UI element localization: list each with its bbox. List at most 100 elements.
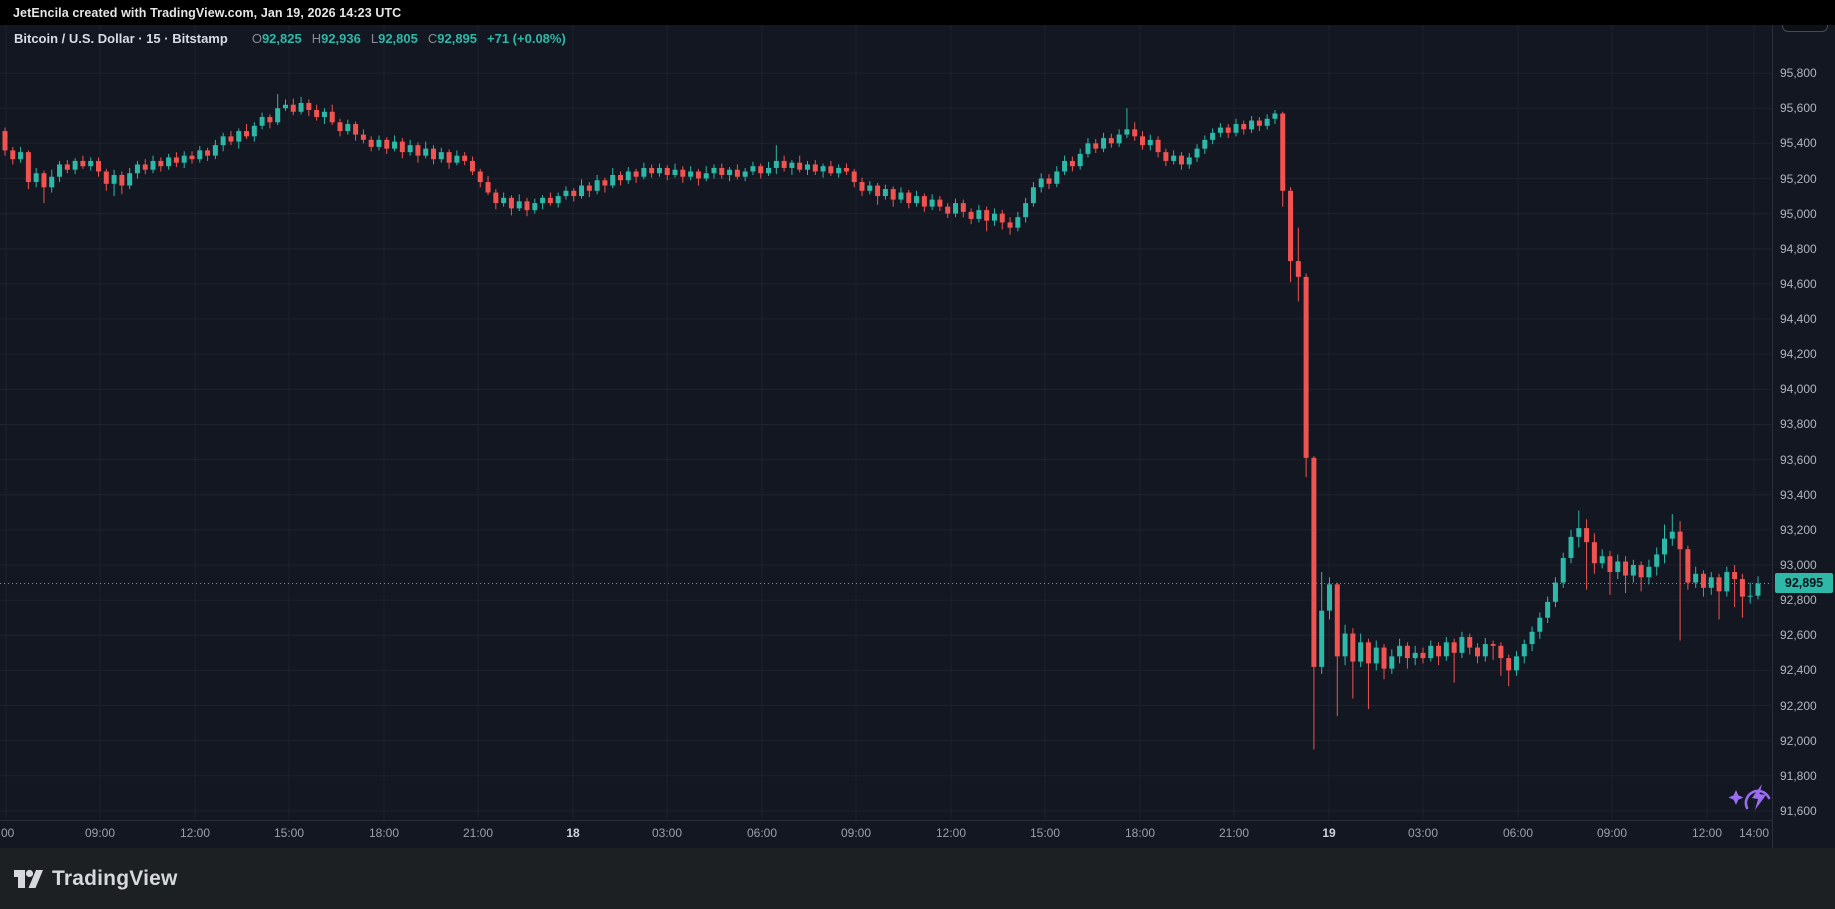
candle-body: [1467, 637, 1473, 648]
candle-body: [1358, 642, 1364, 662]
price-tick-label: 92,800: [1780, 593, 1817, 608]
price-tick-label: 93,800: [1780, 417, 1817, 432]
price-tick-label: 93,400: [1780, 487, 1817, 502]
candle-body: [649, 167, 655, 174]
chart-pane[interactable]: [0, 25, 1772, 820]
candle-body: [197, 150, 203, 160]
candle-body: [462, 155, 468, 161]
candle-body: [890, 189, 896, 200]
candle-body: [1225, 127, 1231, 133]
candle-body: [508, 197, 514, 209]
candle-body: [914, 196, 920, 204]
candle-body: [501, 197, 507, 204]
candle-body: [282, 104, 288, 109]
candle-body: [1716, 577, 1722, 592]
candle-body: [1615, 561, 1621, 573]
candle-body: [212, 145, 218, 156]
time-tick-label: 21:00: [462, 826, 494, 840]
candle-body: [376, 139, 382, 147]
tradingview-logo-icon: [13, 866, 43, 892]
candle-body: [181, 155, 187, 163]
candle-body: [1147, 139, 1153, 146]
candle-body: [399, 141, 405, 153]
candle-body: [1623, 561, 1629, 576]
candle-body: [1537, 617, 1543, 632]
candle-body: [984, 210, 990, 221]
candle-body: [134, 164, 140, 174]
candle-body: [1428, 645, 1434, 659]
candle-body: [1178, 155, 1184, 165]
watermark-text: JetEncila created with TradingView.com, …: [13, 5, 402, 20]
candle-body: [875, 185, 881, 197]
candle-body: [1420, 652, 1426, 659]
candle-body: [10, 150, 16, 160]
candle-body: [734, 169, 740, 177]
candle-body: [415, 145, 421, 156]
candle-body: [1062, 160, 1068, 172]
candle-body: [664, 167, 670, 175]
candle-body: [1545, 601, 1551, 618]
candle-body: [1303, 276, 1309, 458]
last-price-badge: 92,895: [1775, 573, 1833, 594]
price-tick-label: 92,200: [1780, 698, 1817, 713]
candle-body: [111, 174, 117, 184]
candle-body: [446, 152, 452, 163]
candle-body: [259, 117, 265, 126]
time-tick-label: 03:00: [1407, 826, 1439, 840]
price-tick-label: 91,600: [1780, 803, 1817, 818]
candle-body: [1217, 127, 1223, 133]
candle-body: [1350, 633, 1356, 662]
candle-body: [127, 173, 133, 186]
candle-body: [929, 199, 935, 207]
candle-body: [820, 166, 826, 172]
candle-body: [1163, 152, 1169, 161]
candle-body: [1085, 143, 1091, 154]
candle-body: [1365, 642, 1371, 664]
candle-body: [898, 192, 904, 200]
price-axis[interactable]: 92,895 95,800 95,600 95,400 95,200 95,000 94,…: [1772, 25, 1835, 848]
candle-body: [1708, 577, 1714, 588]
candle-body: [454, 155, 460, 163]
candle-body: [1506, 658, 1512, 671]
candle-body: [1521, 644, 1527, 657]
candle-body: [960, 203, 966, 212]
candle-body: [1202, 139, 1208, 149]
candle-body: [859, 182, 865, 191]
candle-body: [812, 164, 818, 172]
candle-body: [680, 169, 686, 177]
candle-body: [1475, 647, 1481, 657]
price-tick-label: 95,000: [1780, 206, 1817, 221]
candle-body: [158, 160, 164, 167]
candle-body: [524, 201, 530, 211]
candle-body: [617, 174, 623, 181]
candle-body: [843, 167, 849, 172]
candle-body: [1132, 129, 1138, 137]
price-tick-label: 95,200: [1780, 171, 1817, 186]
candle-body: [80, 160, 86, 167]
candle-body: [1490, 644, 1496, 646]
boost-flash-icon: [1728, 784, 1771, 810]
candle-body: [1280, 113, 1286, 191]
candle-body: [290, 104, 296, 112]
candle-body: [1077, 153, 1083, 167]
candle-body: [189, 155, 195, 160]
price-tick-label: 92,000: [1780, 733, 1817, 748]
candle-body: [1326, 584, 1332, 611]
candle-body: [1342, 633, 1348, 657]
candle-body: [95, 160, 101, 172]
candle-body: [275, 108, 281, 123]
candle-body: [1436, 645, 1442, 657]
candle-body: [1389, 656, 1395, 669]
candle-body: [469, 160, 475, 172]
candle-body: [321, 111, 327, 118]
time-tick-label: 21:00: [1218, 826, 1250, 840]
candle-body: [1155, 139, 1161, 153]
time-tick-date: 19: [1322, 826, 1336, 840]
candle-body: [1186, 157, 1192, 165]
candle-body: [921, 196, 927, 207]
candle-body: [1249, 120, 1255, 130]
candle-body: [1373, 647, 1379, 664]
candle-body: [244, 131, 250, 137]
candle-body: [516, 201, 522, 209]
candle-body: [773, 160, 779, 168]
